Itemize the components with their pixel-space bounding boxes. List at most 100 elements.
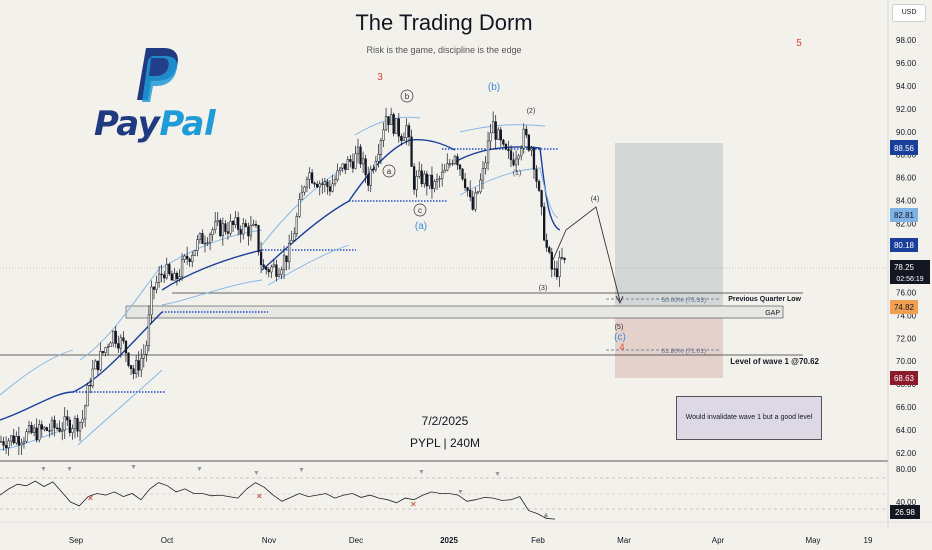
page-subtitle: Risk is the game, discipline is the edge xyxy=(366,45,522,55)
candle-body xyxy=(425,173,429,187)
x-tick-mar: Mar xyxy=(617,536,631,545)
y-tick-label: 64.00 xyxy=(896,426,917,435)
wave-label-4-paren: (4) xyxy=(591,196,600,203)
candle-body xyxy=(219,220,222,237)
candle-body xyxy=(553,268,556,270)
candle-body xyxy=(101,351,105,353)
candle-body xyxy=(66,416,69,421)
candle-body xyxy=(310,172,314,184)
time-axis[interactable]: Sep Oct Nov Dec 2025 Feb Mar Apr May 19 xyxy=(69,536,873,545)
candle-body xyxy=(349,159,352,162)
price-tag-82-81-box xyxy=(890,208,918,222)
wave-label-4: 4 xyxy=(619,342,624,352)
candle-body xyxy=(22,440,26,444)
currency-badge[interactable]: USD xyxy=(892,4,926,22)
candle-body xyxy=(168,264,171,275)
candle-body xyxy=(30,425,33,433)
price-tag-74-82: 74.82 xyxy=(894,303,915,312)
candle-body xyxy=(407,125,411,138)
candle-body xyxy=(405,125,408,138)
candle-body xyxy=(545,239,548,248)
candle-body xyxy=(486,140,490,164)
rsi-buy-marker: ▲ xyxy=(542,510,550,519)
rsi-sell-marker: ▼ xyxy=(40,466,47,473)
candle-body xyxy=(20,442,23,446)
candle-body xyxy=(540,190,543,208)
vwap-segment-4 xyxy=(261,200,350,271)
rsi-sell-marker: ▼ xyxy=(66,466,73,473)
candle-body xyxy=(402,137,406,141)
candle-body xyxy=(137,360,140,371)
x-tick-oct: Oct xyxy=(161,536,174,545)
candle-body xyxy=(474,192,477,210)
vwap-lower-band-4 xyxy=(267,244,350,286)
candle-body xyxy=(53,419,56,429)
candle-body xyxy=(140,358,143,371)
candle-body xyxy=(313,182,316,185)
candle-body xyxy=(494,121,497,140)
x-tick-may: May xyxy=(805,536,820,545)
candle-body xyxy=(537,181,541,191)
candle-body xyxy=(507,148,510,151)
candle-body xyxy=(63,416,66,431)
price-tag-82-81: 82.81 xyxy=(894,211,915,220)
projection-path xyxy=(551,206,621,302)
vwap-upper-band-2 xyxy=(79,264,163,361)
candle-body xyxy=(25,431,28,442)
candle-body xyxy=(321,183,324,185)
vwap-upper-band-6 xyxy=(459,124,546,133)
candle-body xyxy=(448,163,451,165)
candle-body xyxy=(178,276,181,280)
candle-body xyxy=(173,272,176,281)
price-tag-80-18-box xyxy=(890,238,918,252)
candles-group xyxy=(0,107,566,456)
candle-body xyxy=(99,351,102,371)
candle-body xyxy=(71,428,74,433)
candle-body xyxy=(354,153,357,169)
candle-body xyxy=(91,368,94,387)
candle-body xyxy=(2,441,5,446)
candle-body xyxy=(109,342,112,347)
candle-body xyxy=(499,129,502,141)
wave-label-3: 3 xyxy=(377,72,383,83)
wave-circle-c xyxy=(413,203,427,217)
candle-body xyxy=(275,264,278,277)
wave-label-5-paren: (5) xyxy=(615,324,624,331)
price-tag-countdown: 02:56:19 xyxy=(896,276,923,283)
candle-body xyxy=(84,405,87,420)
candle-body xyxy=(43,427,46,430)
paypal-logo-mark xyxy=(137,48,178,102)
candle-body xyxy=(364,158,367,176)
price-tag-80-18: 80.18 xyxy=(894,241,915,250)
candle-body xyxy=(392,114,395,134)
page-title: The Trading Dorm xyxy=(355,10,533,35)
candle-body xyxy=(249,225,253,237)
prev-quarter-low-label: Previous Quarter Low xyxy=(728,296,801,303)
wave-label-a: a xyxy=(387,167,392,176)
candle-body xyxy=(395,118,398,134)
candle-body xyxy=(502,139,505,145)
candle-body xyxy=(234,217,237,225)
candle-body xyxy=(214,221,217,231)
y-tick-label: 96.00 xyxy=(896,59,917,68)
candle-body xyxy=(135,360,138,374)
vwap-bands xyxy=(0,116,561,451)
candle-body xyxy=(351,161,355,169)
candle-body xyxy=(211,229,214,235)
candle-body xyxy=(188,258,191,262)
candle-body xyxy=(374,160,378,170)
wave-label-1-paren: (1) xyxy=(513,170,522,177)
candle-body xyxy=(193,250,196,256)
candle-body xyxy=(226,231,230,234)
candle-body xyxy=(265,266,268,270)
rsi-sell-marker: ▼ xyxy=(298,467,305,474)
x-tick-dec: Dec xyxy=(349,536,363,545)
candle-body xyxy=(201,233,204,244)
price-scale[interactable]: 98.00 96.00 94.00 92.00 90.00 88.00 86.00 84.00… xyxy=(896,36,917,458)
candle-body xyxy=(451,163,454,165)
vwap-lower-band-2 xyxy=(77,369,163,446)
candle-body xyxy=(560,257,564,259)
vwap-lower-band-3 xyxy=(161,279,263,306)
candle-body xyxy=(525,128,528,136)
